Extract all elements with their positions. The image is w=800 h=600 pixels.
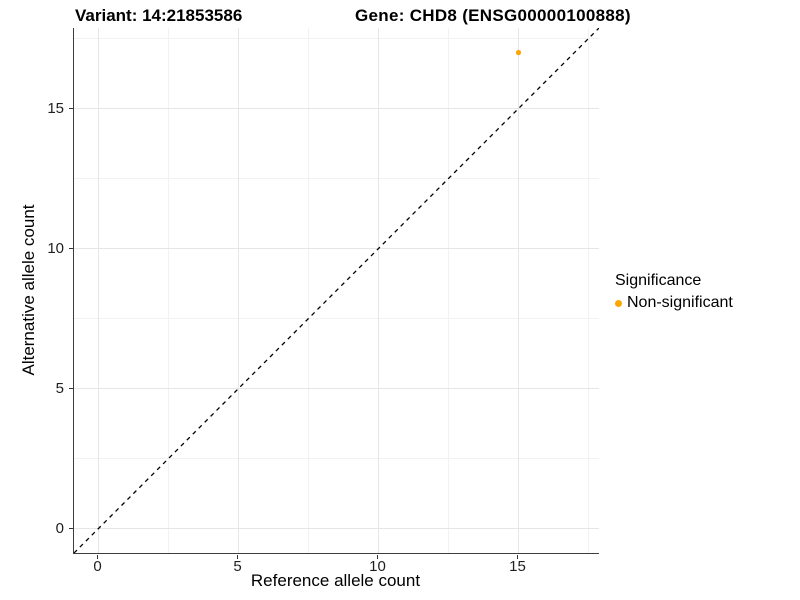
plot-panel-canvas bbox=[74, 28, 599, 553]
x-axis-tick-mark bbox=[516, 554, 519, 559]
plot-title-gene: Gene: CHD8 (ENSG00000100888) bbox=[355, 6, 631, 25]
x-axis-tick-label: 5 bbox=[233, 558, 242, 575]
y-axis-tick-mark bbox=[69, 107, 73, 110]
y-axis-tick-label: 10 bbox=[47, 239, 64, 257]
identity-dashed-line bbox=[74, 28, 599, 553]
plot-title-variant: Variant: 14:21853586 bbox=[75, 6, 243, 25]
x-axis-tick-label: 10 bbox=[369, 558, 386, 575]
plot-panel bbox=[73, 28, 599, 554]
legend-title: Significance bbox=[615, 272, 702, 289]
x-axis-title: Reference allele count bbox=[250, 571, 421, 590]
x-axis-tick-mark bbox=[376, 554, 379, 559]
data-point bbox=[515, 49, 522, 56]
y-axis-tick-label: 5 bbox=[55, 379, 64, 397]
y-axis-tick-mark bbox=[69, 387, 73, 390]
x-axis-tick-mark bbox=[96, 554, 99, 559]
legend-item: Non-significant bbox=[615, 294, 733, 312]
y-axis-tick-label: 15 bbox=[47, 99, 64, 117]
y-axis-tick-label: 0 bbox=[55, 519, 64, 537]
y-axis-tick-mark bbox=[69, 247, 73, 250]
legend-item-label: Non-significant bbox=[627, 294, 733, 311]
x-axis-tick-label: 15 bbox=[509, 558, 526, 575]
x-axis-tick-label: 0 bbox=[93, 558, 102, 575]
y-axis-title: Alternative allele count bbox=[19, 204, 38, 376]
legend: Significance Non-significant bbox=[615, 272, 733, 312]
legend-point-icon bbox=[615, 299, 622, 307]
y-axis-tick-mark bbox=[69, 527, 73, 530]
x-axis-tick-mark bbox=[236, 554, 239, 559]
